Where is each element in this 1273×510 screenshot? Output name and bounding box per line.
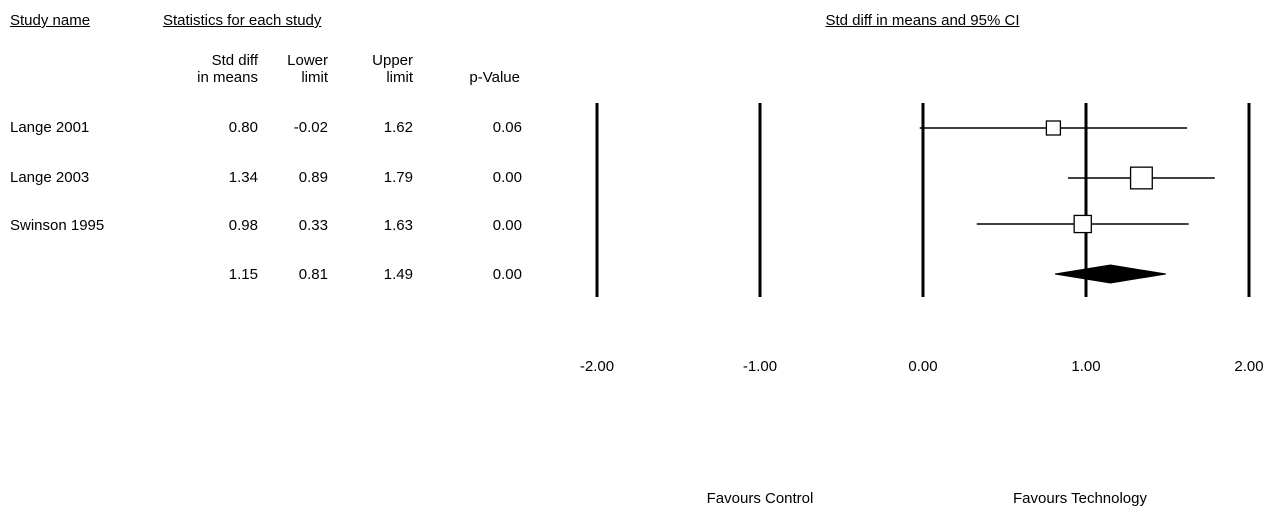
favours-control-label: Favours Control	[706, 490, 814, 507]
study-name-header: Study name	[10, 12, 91, 29]
summary-upper-limit-value: 1.49	[383, 266, 413, 283]
lower-limit-value: 0.89	[298, 169, 328, 186]
effect-square	[1045, 120, 1062, 136]
summary-diamond	[1054, 264, 1166, 284]
std-diff-value: 1.34	[228, 169, 258, 186]
summary-p-value: 0.00	[492, 266, 522, 283]
effect-square	[1073, 214, 1092, 234]
col-upper-line2: limit	[386, 69, 413, 86]
upper-limit-value: 1.62	[383, 119, 413, 136]
plot-title: Std diff in means and 95% CI	[825, 12, 1020, 29]
effect-square	[1129, 166, 1153, 190]
favours-technology-label: Favours Technology	[1013, 490, 1147, 507]
lower-limit-value: -0.02	[293, 119, 328, 136]
p-value: 0.00	[492, 217, 522, 234]
summary-std-diff-value: 1.15	[228, 266, 258, 283]
p-value: 0.00	[492, 169, 522, 186]
std-diff-value: 0.98	[228, 217, 258, 234]
statistics-header: Statistics for each study	[163, 12, 322, 29]
tick-label: -2.00	[580, 358, 614, 375]
col-upper-line1: Upper	[372, 52, 413, 69]
tick-label: 2.00	[1234, 358, 1263, 375]
tick-label: -1.00	[743, 358, 777, 375]
upper-limit-value: 1.79	[383, 169, 413, 186]
col-std-diff-line2: in means	[197, 69, 258, 86]
col-lower-line1: Lower	[287, 52, 328, 69]
tick-label: 0.00	[908, 358, 937, 375]
study-name: Lange 2003	[10, 169, 90, 186]
col-std-diff-line1: Std diff	[211, 52, 258, 69]
tick-label: 1.00	[1071, 358, 1100, 375]
summary-lower-limit-value: 0.81	[298, 266, 328, 283]
study-name: Lange 2001	[10, 119, 90, 136]
col-pvalue: p-Value	[469, 69, 520, 86]
upper-limit-value: 1.63	[383, 217, 413, 234]
std-diff-value: 0.80	[228, 119, 258, 136]
p-value: 0.06	[492, 119, 522, 136]
col-lower-line2: limit	[301, 69, 328, 86]
lower-limit-value: 0.33	[298, 217, 328, 234]
study-name: Swinson 1995	[10, 217, 105, 234]
